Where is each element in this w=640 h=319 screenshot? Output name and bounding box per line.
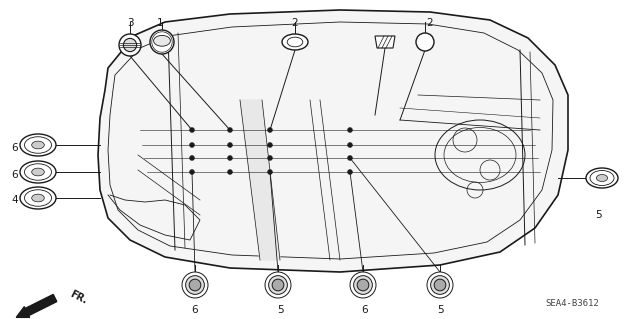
Text: 3: 3: [127, 18, 133, 28]
Ellipse shape: [282, 34, 308, 50]
Text: 5: 5: [276, 305, 284, 315]
Text: SEA4-B3612: SEA4-B3612: [545, 299, 599, 308]
Circle shape: [268, 128, 273, 132]
Circle shape: [268, 143, 273, 147]
Ellipse shape: [20, 187, 56, 209]
Circle shape: [182, 272, 208, 298]
Circle shape: [357, 279, 369, 291]
Circle shape: [227, 155, 232, 160]
Circle shape: [227, 128, 232, 132]
Circle shape: [189, 169, 195, 174]
Text: 2: 2: [427, 18, 433, 28]
Circle shape: [434, 279, 446, 291]
Circle shape: [227, 143, 232, 147]
Circle shape: [354, 276, 372, 294]
Polygon shape: [98, 10, 568, 272]
Circle shape: [269, 276, 287, 294]
Circle shape: [350, 272, 376, 298]
Circle shape: [124, 38, 136, 52]
Polygon shape: [240, 100, 280, 260]
Circle shape: [416, 33, 434, 51]
Circle shape: [348, 155, 353, 160]
Polygon shape: [375, 36, 395, 48]
Circle shape: [272, 279, 284, 291]
Text: FR.: FR.: [68, 288, 88, 306]
Circle shape: [265, 272, 291, 298]
Text: 2: 2: [292, 18, 298, 28]
Circle shape: [268, 169, 273, 174]
Ellipse shape: [20, 161, 56, 183]
Circle shape: [348, 169, 353, 174]
Circle shape: [348, 128, 353, 132]
Circle shape: [189, 128, 195, 132]
Circle shape: [427, 272, 453, 298]
Circle shape: [348, 143, 353, 147]
Text: 6: 6: [12, 143, 18, 153]
Ellipse shape: [20, 134, 56, 156]
Ellipse shape: [596, 174, 607, 182]
Text: 1: 1: [157, 18, 163, 28]
Ellipse shape: [586, 168, 618, 188]
Text: 5: 5: [436, 305, 444, 315]
Ellipse shape: [32, 168, 44, 176]
Circle shape: [189, 155, 195, 160]
Circle shape: [189, 279, 201, 291]
Circle shape: [227, 169, 232, 174]
Circle shape: [431, 276, 449, 294]
Text: 4: 4: [12, 195, 18, 205]
Circle shape: [150, 30, 174, 54]
Text: 6: 6: [12, 170, 18, 180]
Ellipse shape: [154, 35, 170, 46]
Circle shape: [119, 34, 141, 56]
Text: 5: 5: [595, 210, 602, 220]
Ellipse shape: [32, 194, 44, 202]
Ellipse shape: [32, 141, 44, 149]
Circle shape: [186, 276, 204, 294]
Circle shape: [268, 155, 273, 160]
Circle shape: [189, 143, 195, 147]
Text: 6: 6: [362, 305, 368, 315]
Text: 6: 6: [192, 305, 198, 315]
FancyArrow shape: [16, 294, 57, 317]
